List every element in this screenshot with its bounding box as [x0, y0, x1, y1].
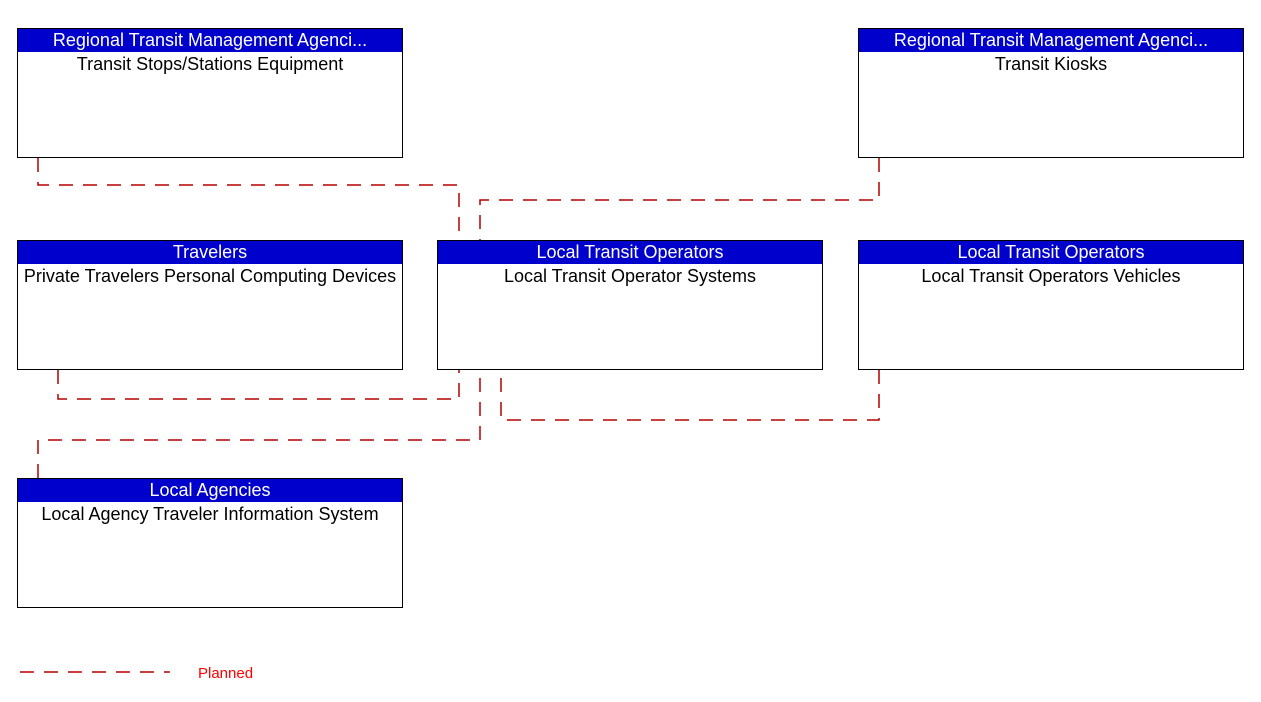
node-header: Travelers — [18, 241, 402, 264]
node-header: Local Agencies — [18, 479, 402, 502]
node-body: Local Agency Traveler Information System — [18, 502, 402, 607]
node-travelers-devices: TravelersPrivate Travelers Personal Comp… — [17, 240, 403, 370]
legend-label: Planned — [198, 665, 253, 682]
node-local-vehicles: Local Transit OperatorsLocal Transit Ope… — [858, 240, 1244, 370]
edge-transit-kiosks-to-local-systems — [480, 158, 879, 240]
node-transit-kiosks: Regional Transit Management Agenci...Tra… — [858, 28, 1244, 158]
edge-travelers-devices-to-local-systems — [58, 370, 459, 399]
node-body: Private Travelers Personal Computing Dev… — [18, 264, 402, 369]
node-body: Local Transit Operator Systems — [438, 264, 822, 369]
node-transit-equipment: Regional Transit Management Agenci...Tra… — [17, 28, 403, 158]
node-body: Local Transit Operators Vehicles — [859, 264, 1243, 369]
edge-local-agency-info-to-local-systems — [38, 370, 480, 478]
node-header: Local Transit Operators — [859, 241, 1243, 264]
node-local-systems: Local Transit OperatorsLocal Transit Ope… — [437, 240, 823, 370]
node-header: Local Transit Operators — [438, 241, 822, 264]
node-body: Transit Kiosks — [859, 52, 1243, 157]
node-local-agency-info: Local AgenciesLocal Agency Traveler Info… — [17, 478, 403, 608]
edge-local-vehicles-to-local-systems — [501, 370, 879, 420]
node-header: Regional Transit Management Agenci... — [859, 29, 1243, 52]
node-body: Transit Stops/Stations Equipment — [18, 52, 402, 157]
node-header: Regional Transit Management Agenci... — [18, 29, 402, 52]
edge-transit-equipment-to-local-systems — [38, 158, 459, 240]
